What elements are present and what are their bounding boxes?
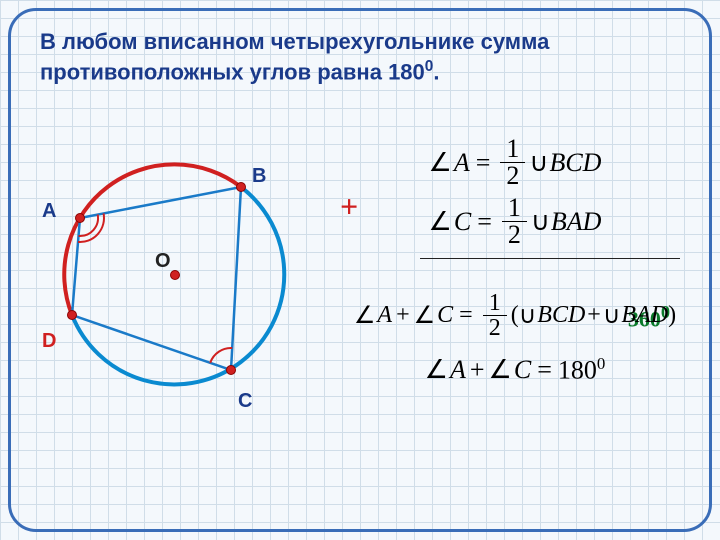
label-c: C [238, 390, 252, 413]
eq-result-180: ∠A + ∠C = 1800 [350, 354, 680, 386]
equations-block: + ∠A = 12 ∪BCD ∠C = 12 ∪BAD 3600 ∠A + ∠C… [350, 130, 680, 392]
eq-angle-a: ∠A = 12 ∪BCD [350, 136, 680, 189]
label-a: A [42, 200, 56, 223]
label-b: B [252, 165, 266, 188]
sum-line [420, 258, 680, 259]
point-a [76, 214, 85, 223]
point-o [171, 271, 180, 280]
quadrilateral [72, 187, 241, 370]
point-c [227, 366, 236, 375]
title-text: В любом вписанном четырехугольнике сумма… [40, 28, 680, 87]
eq-sum-arcs: ∠A + ∠C = 12 (∪BCD + ∪BAD) [350, 291, 680, 340]
angle-mark-c [210, 348, 232, 363]
label-o: О [155, 250, 171, 273]
point-d [68, 311, 77, 320]
vertex-points [68, 183, 246, 375]
circle-diagram: A B C D О [20, 110, 320, 430]
eq-angle-c: ∠C = 12 ∪BAD [350, 195, 680, 248]
label-d: D [42, 330, 56, 353]
point-b [237, 183, 246, 192]
